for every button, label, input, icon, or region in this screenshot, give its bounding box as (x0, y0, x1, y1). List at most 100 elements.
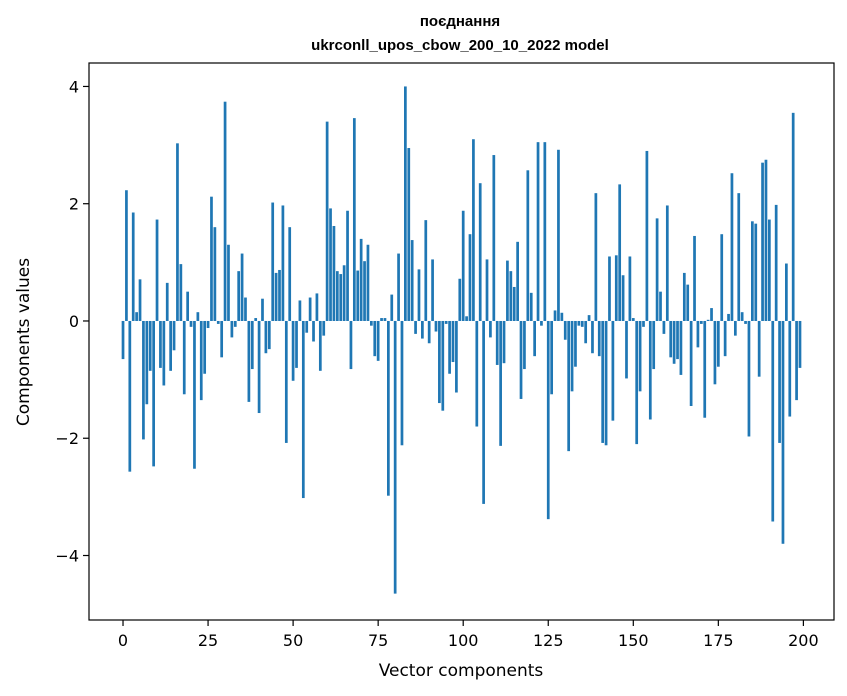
bar-15 (172, 320, 176, 351)
x-tick-label-50: 50 (283, 631, 303, 650)
bar-45 (274, 272, 278, 321)
bar-41 (261, 298, 264, 321)
y-tick-label-2: 2 (69, 195, 79, 214)
bar-86 (414, 320, 417, 334)
bar-77 (383, 318, 387, 321)
bar-168 (693, 235, 696, 321)
chart-title-line1: поєднання (420, 13, 500, 30)
bar-23 (199, 320, 203, 401)
bar-72 (366, 244, 370, 321)
bar-71 (363, 261, 366, 321)
bar-162 (672, 320, 676, 364)
bar-159 (662, 320, 666, 334)
bar-35 (240, 253, 244, 321)
bar-10 (155, 219, 159, 321)
bar-63 (335, 271, 339, 321)
y-axis-ticks: −4 −2 0 2 4 (55, 77, 89, 566)
x-axis-label: Vector components (379, 661, 544, 681)
bar-27 (213, 227, 217, 321)
bar-183 (744, 320, 747, 324)
bar-54 (305, 320, 309, 333)
bar-157 (655, 218, 659, 321)
bar-120 (529, 292, 533, 321)
bar-165 (682, 272, 686, 321)
bar-108 (489, 320, 492, 338)
bar-196 (788, 320, 792, 417)
y-axis-label: Components values (14, 258, 34, 426)
bar-74 (373, 320, 377, 357)
bar-191 (771, 320, 775, 522)
bar-11 (159, 320, 162, 368)
bar-60 (325, 121, 329, 321)
bar-125 (546, 320, 550, 520)
bar-95 (444, 320, 448, 324)
bar-195 (785, 263, 788, 321)
bar-46 (278, 269, 281, 321)
bar-6 (142, 320, 145, 440)
bar-145 (614, 255, 618, 321)
bar-79 (390, 294, 394, 321)
bar-154 (645, 150, 649, 321)
bar-180 (733, 320, 737, 336)
bar-192 (774, 204, 778, 321)
bar-55 (308, 297, 312, 321)
bar-70 (359, 238, 363, 321)
bar-81 (397, 253, 400, 321)
bar-64 (339, 274, 343, 321)
bar-140 (597, 320, 601, 357)
bar-58 (318, 320, 322, 371)
bar-172 (706, 319, 710, 321)
bar-111 (499, 320, 502, 446)
bar-59 (322, 320, 326, 336)
bar-52 (298, 300, 302, 321)
bar-101 (465, 316, 468, 321)
bar-40 (257, 320, 261, 414)
bar-18 (182, 320, 186, 395)
bar-147 (621, 275, 625, 321)
bar-151 (635, 320, 639, 445)
bar-160 (665, 205, 669, 321)
bar-7 (145, 320, 149, 405)
bar-190 (768, 219, 771, 321)
bar-26 (210, 196, 213, 321)
bar-186 (754, 223, 758, 321)
bar-174 (713, 320, 717, 385)
bar-91 (431, 259, 434, 321)
bar-83 (404, 86, 407, 321)
bar-139 (594, 193, 598, 321)
bar-24 (203, 320, 207, 374)
bar-126 (550, 320, 554, 395)
bar-99 (458, 278, 462, 321)
bar-96 (448, 320, 451, 374)
bar-109 (492, 155, 496, 321)
bar-57 (315, 293, 319, 321)
bar-146 (618, 184, 622, 321)
y-tick-label--2: −2 (55, 429, 79, 448)
bar-177 (723, 320, 727, 357)
bar-138 (591, 320, 594, 354)
y-tick-label--4: −4 (55, 547, 79, 566)
bar-65 (342, 265, 346, 321)
bar-1 (125, 190, 128, 321)
bar-50 (291, 320, 295, 381)
x-tick-label-100: 100 (448, 631, 479, 650)
bar-32 (230, 320, 234, 338)
bar-62 (332, 226, 336, 321)
bar-12 (162, 320, 166, 386)
bar-118 (523, 320, 526, 370)
bar-37 (247, 320, 251, 402)
bar-128 (557, 149, 560, 321)
bar-105 (478, 183, 482, 321)
bar-135 (580, 320, 584, 327)
bar-132 (570, 320, 574, 392)
bar-2 (128, 320, 132, 472)
chart-title-line2: ukrconll_upos_cbow_200_10_2022 model (311, 37, 609, 54)
bar-175 (716, 320, 720, 367)
bar-150 (631, 318, 635, 321)
bar-114 (509, 271, 513, 321)
bar-9 (152, 320, 155, 467)
bar-67 (349, 320, 353, 370)
bar-131 (567, 320, 571, 452)
bar-117 (519, 320, 523, 399)
bar-97 (451, 320, 455, 363)
